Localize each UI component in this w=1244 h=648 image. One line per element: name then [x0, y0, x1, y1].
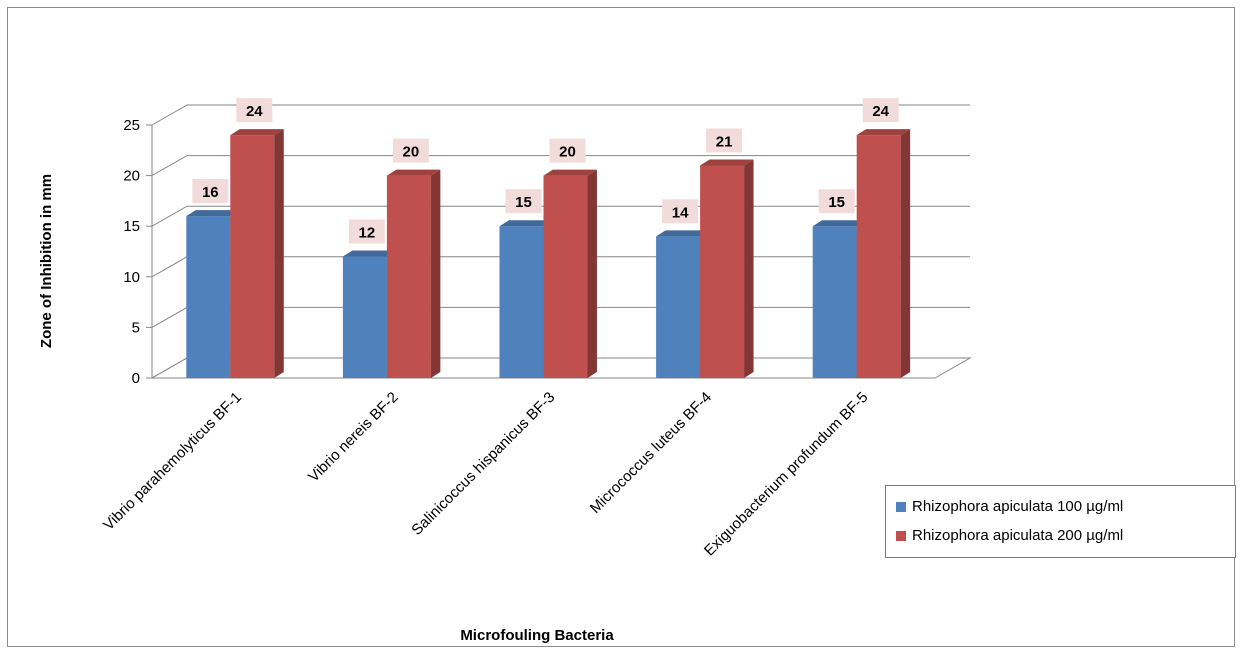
bar-front	[186, 216, 231, 378]
y-tick-label: 5	[132, 319, 140, 336]
legend-item: Rhizophora apiculata 100 µg/ml	[896, 492, 1235, 521]
bar	[386, 169, 441, 378]
bar-front	[656, 236, 701, 378]
bar	[856, 129, 911, 378]
data-label-box	[192, 179, 229, 204]
data-label: 15	[505, 189, 542, 214]
gridline	[151, 155, 970, 177]
bar-front	[856, 135, 901, 378]
data-label-text: 24	[872, 103, 889, 120]
bars	[186, 129, 911, 378]
data-label: 16	[192, 179, 229, 204]
data-label-box	[706, 128, 743, 153]
data-label: 24	[236, 98, 273, 123]
data-label-box	[505, 189, 542, 214]
bar-top	[812, 220, 867, 227]
bar	[700, 159, 754, 378]
bar-front	[230, 135, 275, 378]
bar	[812, 220, 867, 378]
bar-top	[230, 129, 284, 136]
bar-top	[700, 159, 754, 166]
bar-top	[342, 250, 397, 257]
x-category-label: Salinicoccus hispanicus BF-3	[408, 389, 558, 539]
legend-swatch	[896, 501, 906, 512]
bar-side	[744, 159, 754, 378]
legend-label: Rhizophora apiculata 200 µg/ml	[912, 527, 1124, 544]
y-tick-labels: 0 5 10 15 20 25	[123, 117, 140, 387]
data-label-box	[348, 219, 385, 244]
data-label: 20	[549, 138, 586, 163]
data-label-box	[662, 199, 699, 224]
legend-item: Rhizophora apiculata 200 µg/ml	[896, 521, 1235, 550]
data-label-text: 12	[359, 225, 376, 242]
data-label-box	[818, 189, 855, 214]
data-label-text: 15	[515, 194, 532, 211]
bar-front	[700, 165, 745, 378]
y-tick-label: 25	[123, 117, 140, 134]
legend-label: Rhizophora apiculata 100 µg/ml	[912, 498, 1124, 515]
data-label: 20	[392, 138, 429, 163]
bar-side	[587, 169, 597, 378]
bar-top	[656, 230, 710, 237]
data-label-text: 15	[828, 194, 845, 211]
x-category-label: Vibrio parahemolyticus BF-1	[100, 389, 245, 534]
bar-side	[430, 169, 441, 378]
x-category-label: Exiguobacterium profundum BF-5	[701, 389, 872, 560]
x-category-labels: Vibrio parahemolyticus BF-1 Vibrio nereis…	[100, 389, 871, 560]
bar-front	[543, 175, 588, 378]
bar-front	[386, 175, 431, 378]
legend: Rhizophora apiculata 100 µg/ml Rhizophora…	[885, 485, 1236, 558]
data-label-box	[862, 98, 899, 123]
data-label: 21	[706, 128, 743, 153]
data-label-text: 21	[716, 133, 733, 150]
data-labels: 16 24 12 20 15 20 14 21 15 24	[192, 98, 899, 244]
y-tick-label: 0	[132, 370, 140, 387]
bar-side	[274, 129, 284, 378]
data-label-box	[392, 138, 429, 163]
data-label: 15	[818, 189, 855, 214]
x-category-label: Vibrio nereis BF-2	[305, 389, 402, 486]
bar-front	[499, 226, 544, 378]
y-tick-label: 15	[123, 218, 140, 235]
data-label-text: 20	[403, 144, 420, 161]
data-label-text: 20	[559, 144, 576, 161]
bar-top	[856, 129, 911, 136]
data-label: 12	[348, 219, 385, 244]
bar	[543, 169, 597, 378]
data-label: 14	[662, 199, 699, 224]
y-tick-label: 20	[123, 168, 140, 185]
bar-chart: 0 5 10 15 20 25 16 24 12 20 15 20 14 21 15 24 Vibrio p…	[38, 98, 972, 644]
chart-frame: 0 5 10 15 20 25 16 24 12 20 15 20 14 21 15 24 Vibrio p…	[7, 7, 1236, 647]
data-label-box	[236, 98, 273, 123]
y-tick-label: 10	[123, 269, 140, 286]
bar-top	[543, 169, 597, 176]
bar-front	[812, 226, 857, 378]
bar-front	[342, 256, 387, 378]
bar-top	[499, 220, 553, 227]
data-label: 24	[862, 98, 899, 123]
legend-swatch	[896, 530, 906, 541]
y-axis-title: Zone of Inhibition in mm	[38, 174, 55, 348]
bar-top	[186, 210, 240, 217]
bar-side	[900, 129, 911, 378]
gridline	[151, 104, 970, 126]
x-category-label: Micrococcus luteus BF-4	[587, 389, 715, 517]
bar-top	[386, 169, 441, 176]
data-label-text: 16	[202, 184, 219, 201]
data-label-text: 14	[672, 204, 689, 221]
data-label-text: 24	[246, 103, 263, 120]
data-label-box	[549, 138, 586, 163]
bar	[230, 129, 284, 378]
